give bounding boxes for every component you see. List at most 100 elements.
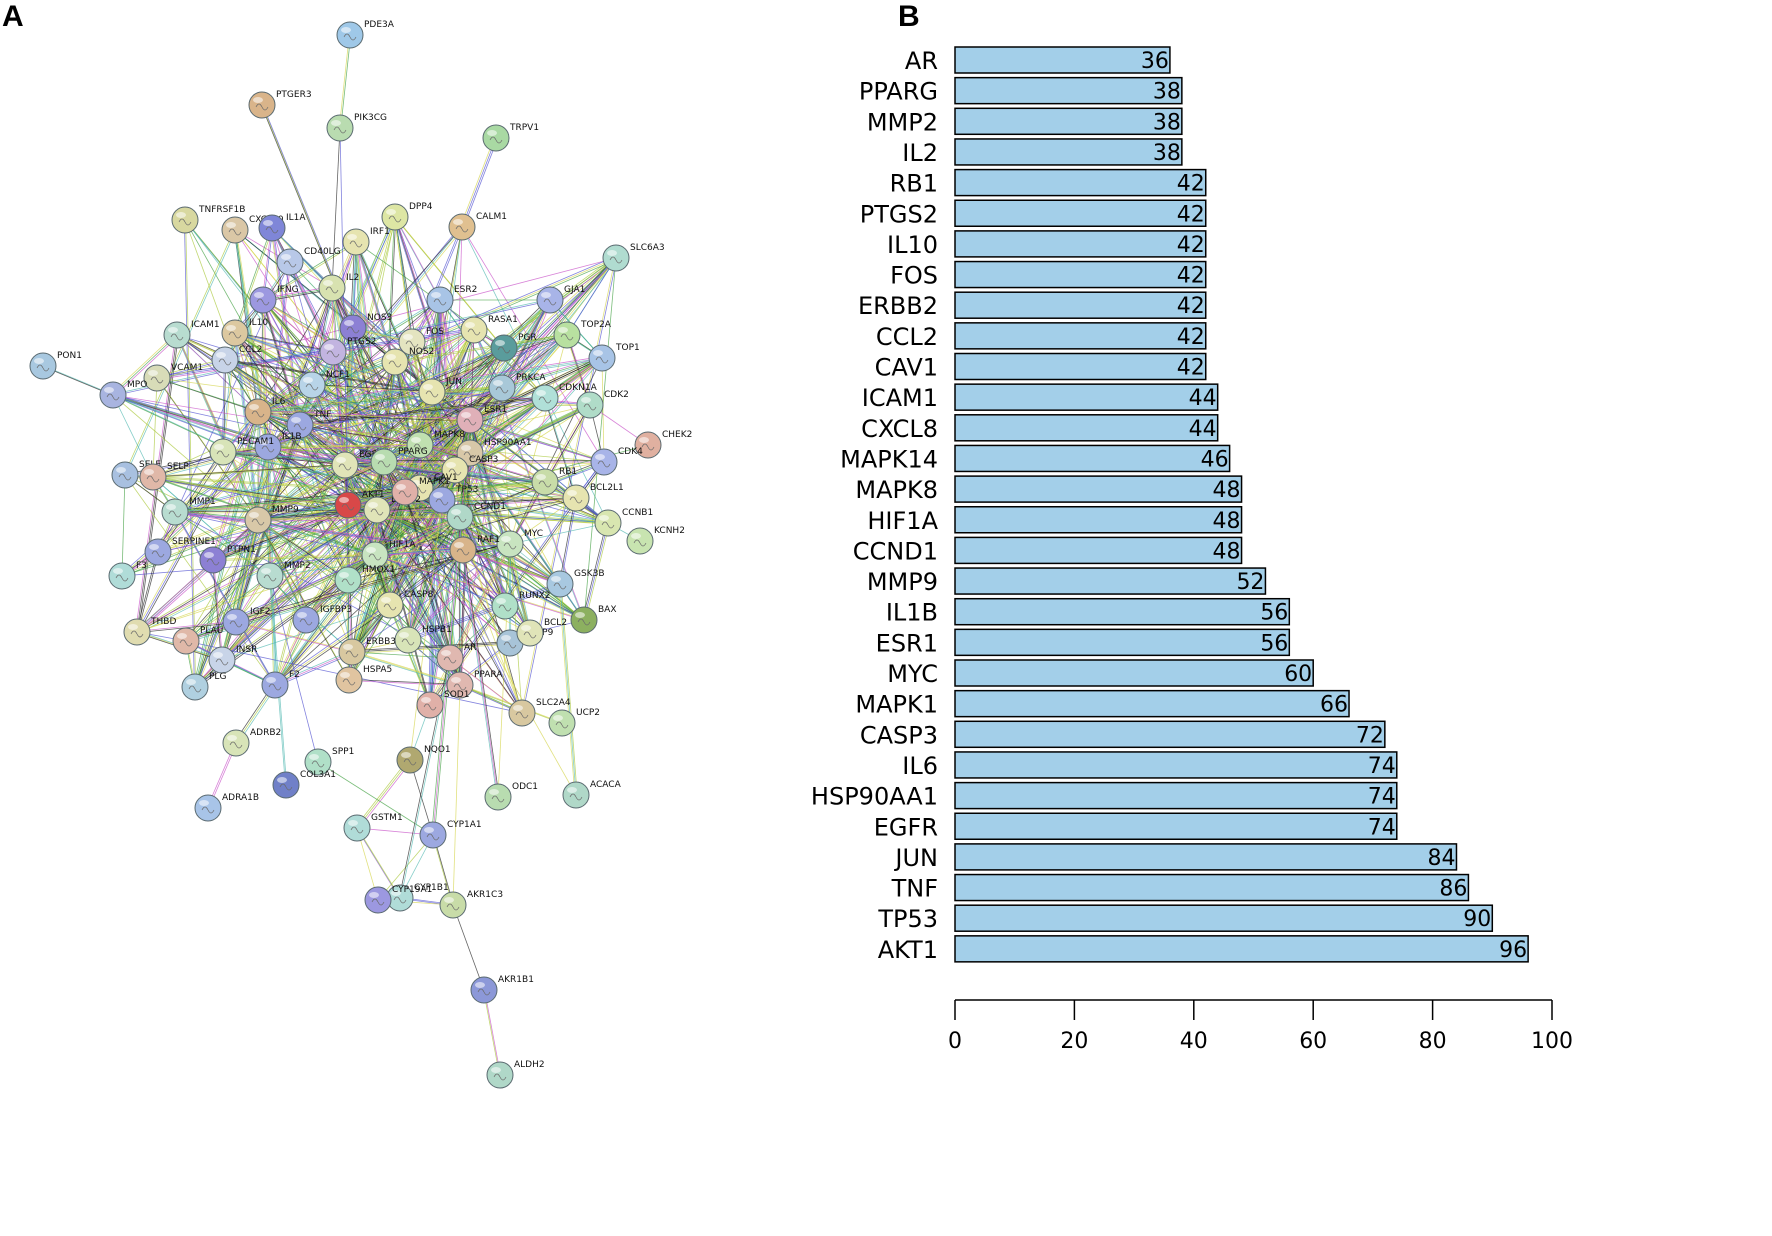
network-edge xyxy=(222,450,405,492)
network-edge xyxy=(311,361,396,386)
network-edge xyxy=(406,582,559,640)
bar xyxy=(954,444,1231,473)
protein-node-label: TOP1 xyxy=(615,343,640,353)
protein-node: THBD xyxy=(123,617,176,646)
network-edge xyxy=(349,680,461,687)
network-edge xyxy=(257,287,333,413)
network-edge xyxy=(350,515,460,651)
protein-node: RASA1 xyxy=(460,315,518,344)
bar xyxy=(954,230,1207,258)
network-edge xyxy=(257,519,349,680)
protein-node-label: CASP8 xyxy=(404,590,434,600)
protein-node: MMP9 xyxy=(244,505,299,534)
protein-node: PLAU xyxy=(172,626,223,655)
category-label: MMP2 xyxy=(867,108,938,136)
protein-node: PRKCA xyxy=(488,373,546,402)
network-edge xyxy=(257,299,440,412)
value-label: 84 xyxy=(1427,846,1455,871)
network-edge xyxy=(111,333,176,394)
category-label: CXCL8 xyxy=(861,415,938,443)
network-edge xyxy=(312,385,471,455)
network-edge xyxy=(582,521,608,619)
network-edge xyxy=(376,508,608,523)
network-edge xyxy=(299,419,471,426)
protein-node: RUNX2 xyxy=(491,591,550,620)
protein-node-label: HMOX1 xyxy=(362,565,395,575)
protein-node: TOP1 xyxy=(588,343,640,372)
network-edge xyxy=(344,391,433,466)
protein-node-label: HSPB1 xyxy=(422,625,452,635)
network-edge xyxy=(462,549,499,798)
protein-node-label: BAX xyxy=(598,605,617,615)
protein-node-label: IGFBP3 xyxy=(320,605,352,615)
network-edge xyxy=(185,464,346,642)
protein-node: PTGER3 xyxy=(248,90,312,119)
protein-node: JUN xyxy=(418,377,462,406)
protein-node: SELP xyxy=(139,462,189,491)
protein-node-label: GJA1 xyxy=(564,285,585,295)
protein-node-label: PIK3CG xyxy=(354,113,387,123)
network-edge xyxy=(508,542,530,632)
network-edge xyxy=(332,288,433,393)
protein-node-label: PGR xyxy=(518,333,537,343)
category-label: JUN xyxy=(893,844,938,872)
network-edge xyxy=(509,522,609,545)
protein-node: PTGS2 xyxy=(319,337,376,366)
protein-node-label: AKR1C3 xyxy=(467,890,503,900)
network-edge xyxy=(235,519,259,623)
category-label: MYC xyxy=(887,660,938,688)
category-label: EGFR xyxy=(874,813,938,841)
protein-node: ICAM1 xyxy=(163,320,220,349)
bar xyxy=(954,597,1291,626)
category-label: TP53 xyxy=(877,905,938,933)
protein-node-label: BCL2L1 xyxy=(590,483,624,493)
protein-node-label: NOS3 xyxy=(367,313,392,323)
protein-node-label: MPO xyxy=(127,380,147,390)
network-edge xyxy=(157,378,259,521)
value-label: 72 xyxy=(1356,723,1384,748)
network-edge xyxy=(114,336,179,397)
protein-node-label: CAV1 xyxy=(434,473,458,483)
protein-node-label: PLG xyxy=(209,672,226,682)
x-tick-label: 100 xyxy=(1531,1029,1573,1054)
network-edge xyxy=(338,34,350,128)
protein-node-label: PPARG xyxy=(398,447,428,457)
category-label: AKT1 xyxy=(878,936,938,964)
value-label: 56 xyxy=(1260,601,1288,626)
protein-node-label: IL1A xyxy=(286,213,306,223)
protein-node-label: FOS xyxy=(426,327,444,337)
protein-node-label: CD40LG xyxy=(304,247,341,257)
value-label: 42 xyxy=(1177,325,1205,350)
protein-node-label: TNFRSF1B xyxy=(198,205,245,215)
protein-node: MAPK1 xyxy=(391,477,450,506)
protein-node: IFNG xyxy=(249,285,299,314)
network-edge xyxy=(559,583,577,796)
value-label: 74 xyxy=(1368,815,1396,840)
protein-node: SLC6A3 xyxy=(602,243,665,272)
value-label: 48 xyxy=(1213,539,1241,564)
network-edge xyxy=(351,554,376,653)
category-label: RB1 xyxy=(890,170,938,198)
network-edge xyxy=(177,335,308,621)
network-edge xyxy=(121,474,126,577)
protein-node: PLG xyxy=(181,672,226,701)
network-edge xyxy=(377,510,609,525)
protein-node: CDK4 xyxy=(590,447,643,476)
protein-node: ERBB3 xyxy=(338,637,396,666)
network-edge xyxy=(301,398,547,427)
network-edge xyxy=(112,334,178,396)
protein-node-label: INSR xyxy=(236,645,257,655)
protein-node-label: MMP1 xyxy=(189,497,216,507)
bar xyxy=(954,383,1219,411)
protein-node-label: PLAU xyxy=(200,626,223,636)
category-label: TNF xyxy=(891,875,938,903)
network-edge xyxy=(357,761,412,830)
network-edge xyxy=(356,827,401,899)
network-edge xyxy=(409,499,443,761)
x-tick-label: 60 xyxy=(1299,1029,1327,1054)
network-edge xyxy=(236,521,260,624)
protein-node: AR xyxy=(436,643,476,672)
protein-node: MYC xyxy=(496,529,543,558)
network-edge xyxy=(351,651,461,686)
protein-node-label: RB1 xyxy=(559,467,577,477)
